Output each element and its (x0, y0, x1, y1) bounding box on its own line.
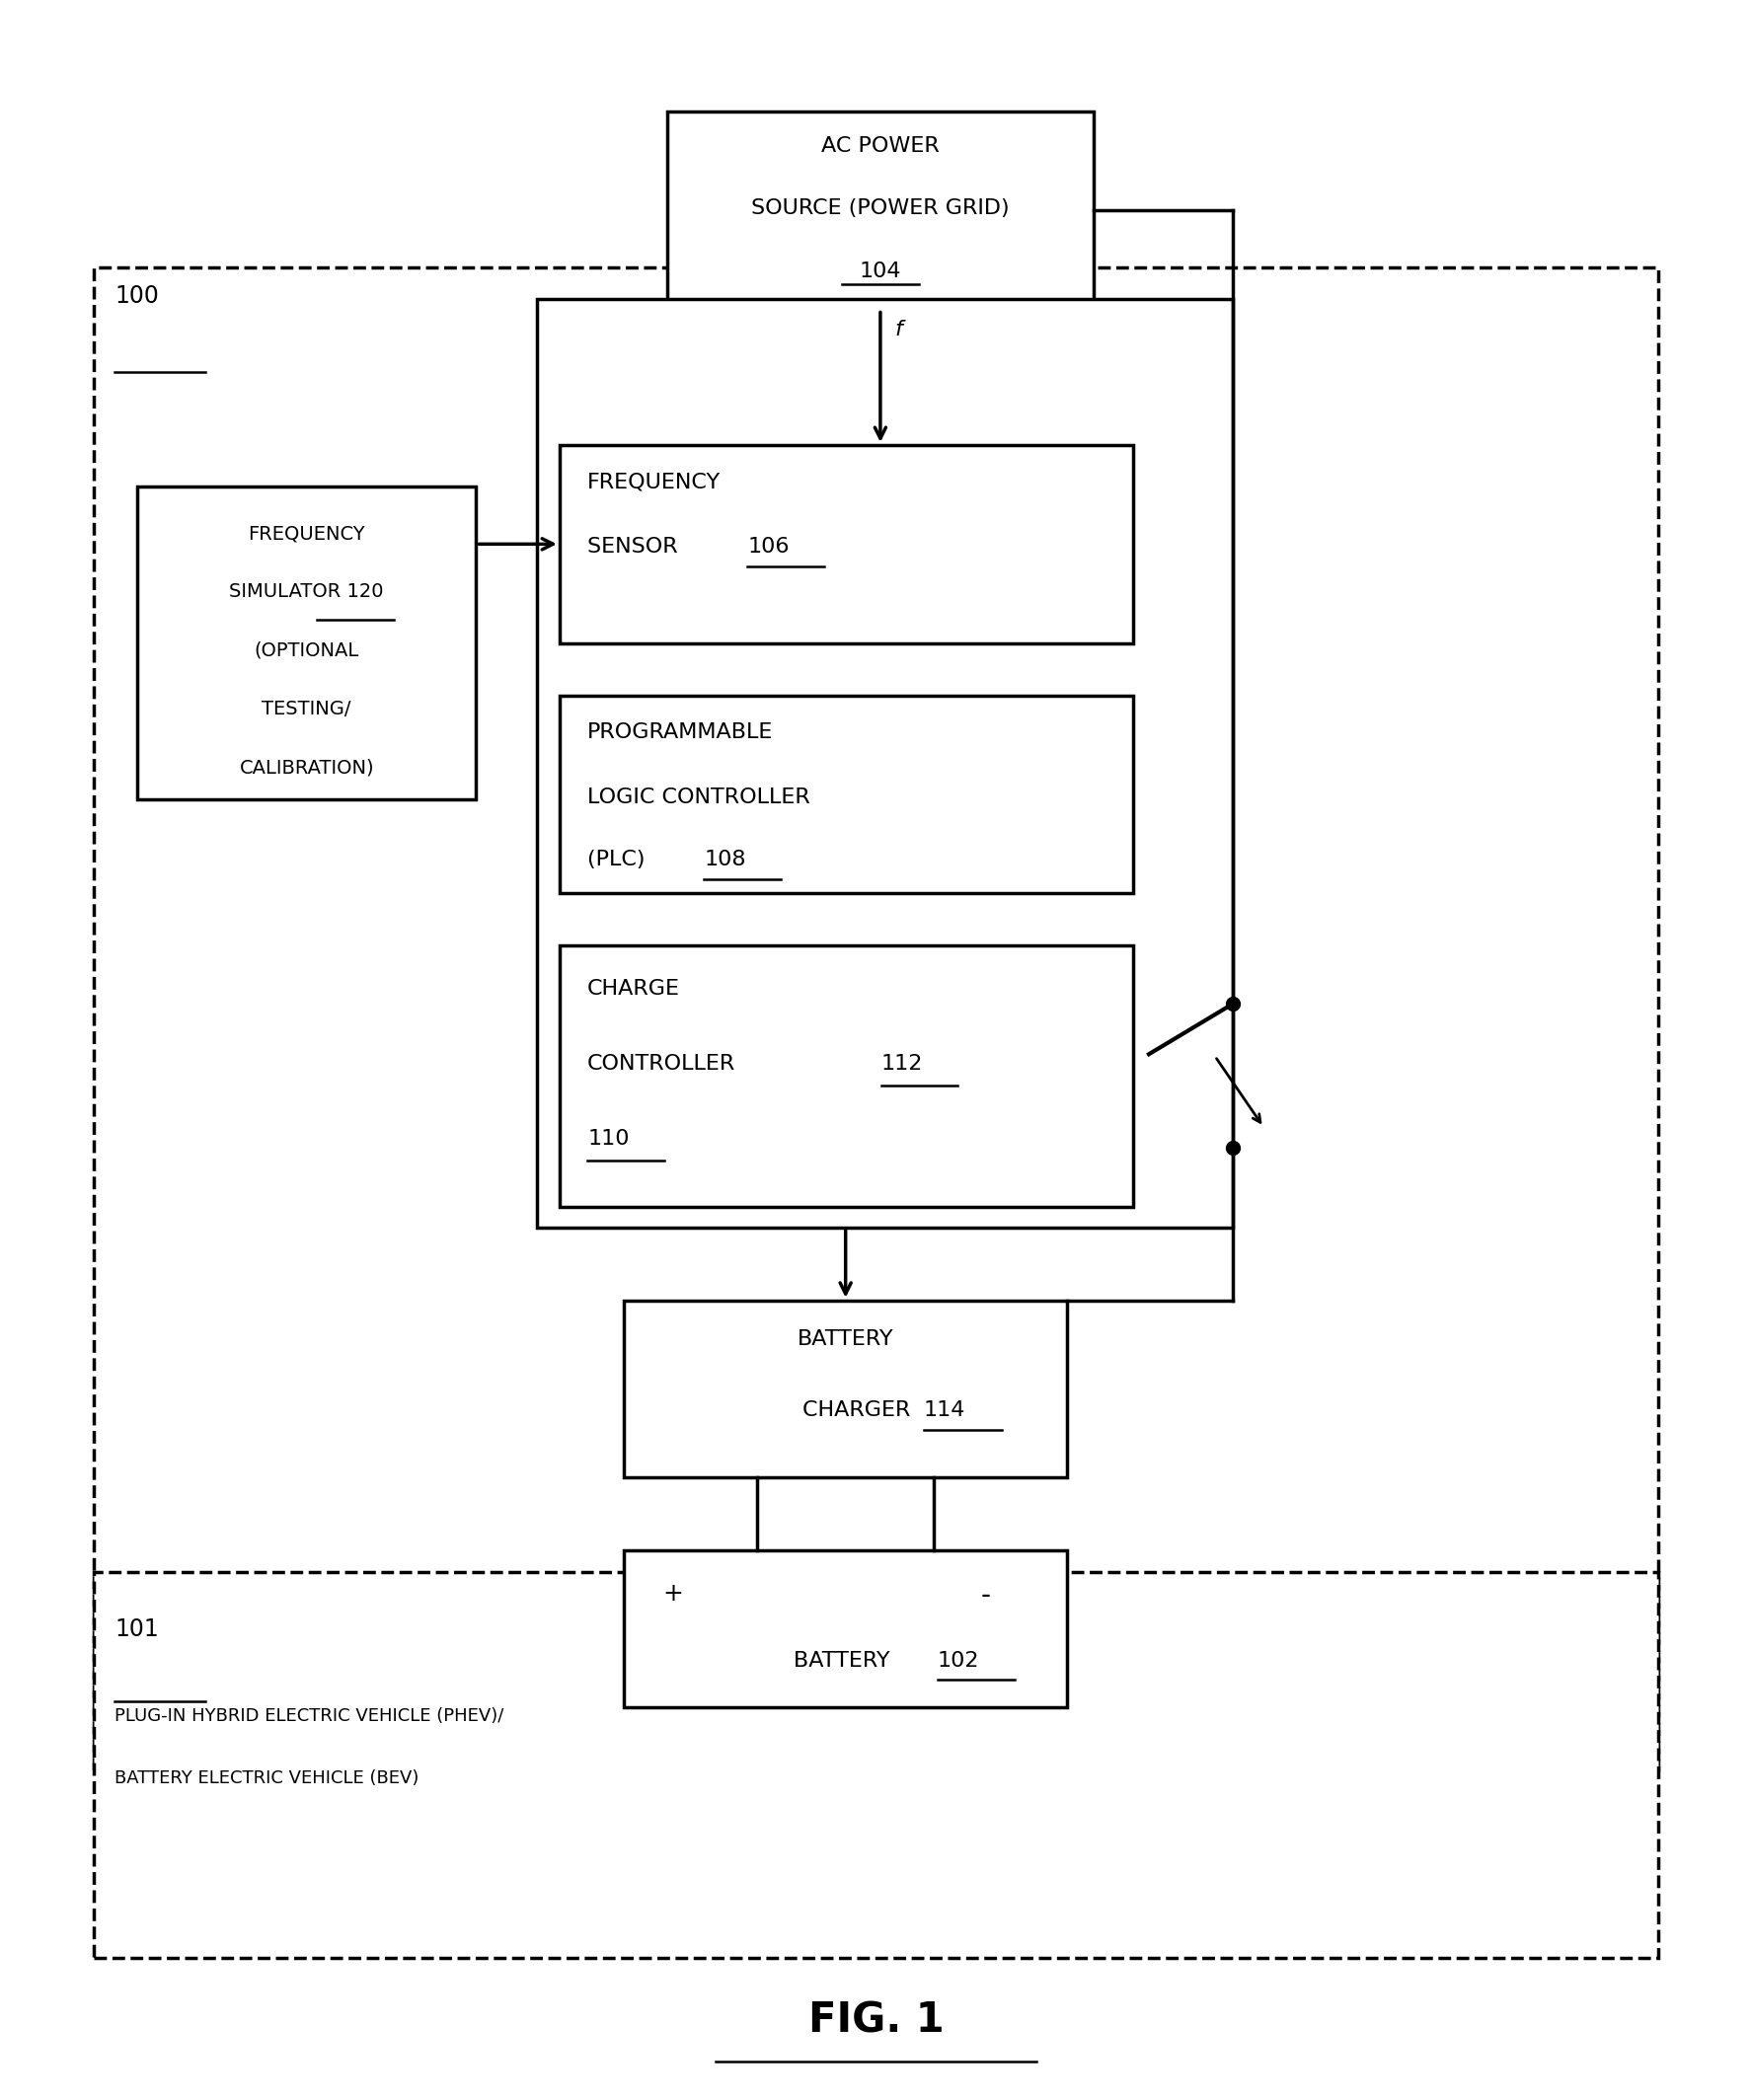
Text: FIG. 1: FIG. 1 (808, 1999, 944, 2041)
Bar (538, 298, 1232, 1226)
Text: (PLC): (PLC) (587, 850, 652, 869)
Text: PLUG-IN HYBRID ELECTRIC VEHICLE (PHEV)/: PLUG-IN HYBRID ELECTRIC VEHICLE (PHEV)/ (114, 1707, 505, 1724)
Bar (137, 487, 477, 800)
Bar (559, 695, 1134, 892)
Text: 104: 104 (860, 260, 901, 281)
Text: 108: 108 (704, 850, 746, 869)
Text: CHARGE: CHARGE (587, 979, 680, 1000)
Text: -: - (981, 1581, 990, 1609)
Text: CALIBRATION): CALIBRATION) (240, 758, 375, 777)
Text: PROGRAMMABLE: PROGRAMMABLE (587, 722, 773, 741)
Text: 110: 110 (587, 1130, 629, 1149)
Bar (624, 1550, 1067, 1707)
Text: 100: 100 (114, 284, 159, 309)
Text: f: f (894, 319, 902, 340)
Bar (668, 111, 1093, 309)
Text: 114: 114 (923, 1401, 965, 1420)
Bar (559, 945, 1134, 1207)
Text: CHARGER: CHARGER (802, 1401, 916, 1420)
Text: FREQUENCY: FREQUENCY (587, 472, 720, 491)
Text: 106: 106 (748, 538, 790, 556)
Text: FREQUENCY: FREQUENCY (249, 525, 364, 544)
Text: TESTING/: TESTING/ (263, 699, 352, 718)
Text: LOGIC CONTROLLER: LOGIC CONTROLLER (587, 788, 809, 806)
Text: SOURCE (POWER GRID): SOURCE (POWER GRID) (752, 200, 1009, 218)
Bar (559, 445, 1134, 643)
Bar (624, 1300, 1067, 1478)
Text: 101: 101 (114, 1617, 159, 1642)
Bar (95, 267, 1657, 1770)
Text: (OPTIONAL: (OPTIONAL (254, 640, 359, 659)
Text: AC POWER: AC POWER (822, 136, 939, 155)
Text: SIMULATOR 120: SIMULATOR 120 (230, 582, 384, 601)
Text: 112: 112 (881, 1054, 923, 1073)
Text: CONTROLLER: CONTROLLER (587, 1054, 736, 1073)
Text: 102: 102 (937, 1651, 979, 1672)
Bar (95, 1571, 1657, 1957)
Text: +: + (662, 1581, 683, 1606)
Text: BATTERY ELECTRIC VEHICLE (BEV): BATTERY ELECTRIC VEHICLE (BEV) (114, 1770, 419, 1787)
Text: BATTERY: BATTERY (797, 1329, 894, 1350)
Text: SENSOR: SENSOR (587, 538, 685, 556)
Text: BATTERY: BATTERY (794, 1651, 897, 1672)
